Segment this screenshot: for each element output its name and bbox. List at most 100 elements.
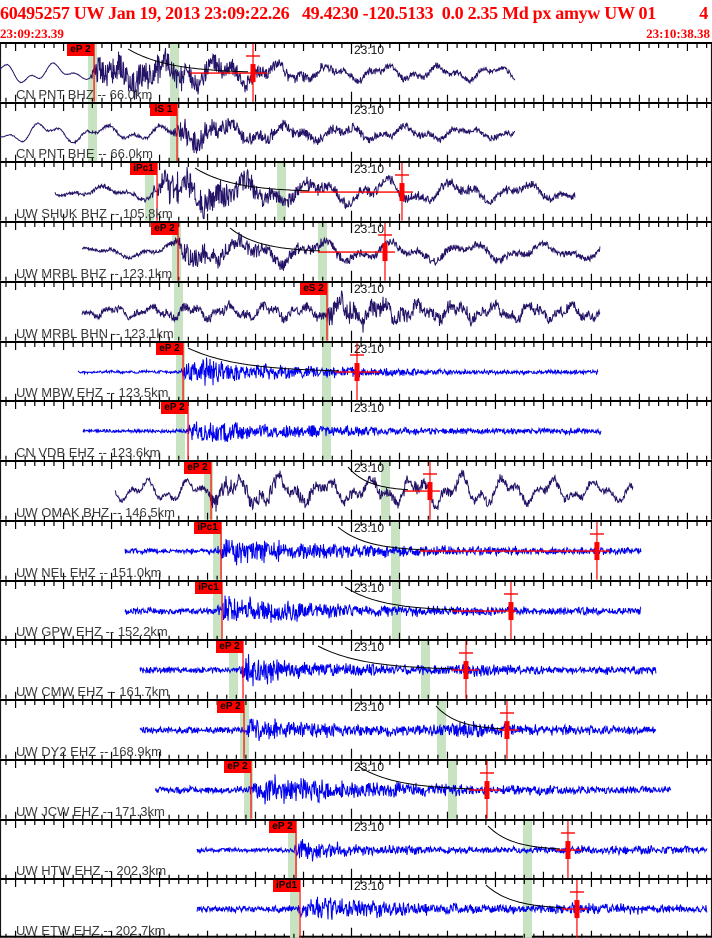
coda-cross-marker[interactable] <box>498 701 519 759</box>
seismogram-trace[interactable] <box>0 519 712 580</box>
coda-decay-curve <box>357 765 472 790</box>
coda-bar <box>250 64 256 83</box>
time-ticks <box>5 462 708 520</box>
coda-cross-marker[interactable] <box>318 223 395 281</box>
phase-window-band <box>213 581 223 640</box>
phase-window-band <box>390 521 400 580</box>
coda-decay-curve <box>337 526 426 551</box>
row-border <box>0 579 712 582</box>
coda-cross-marker[interactable] <box>335 342 380 401</box>
pick-flag[interactable]: eP 2 <box>184 462 211 475</box>
pick-flag[interactable]: eP 2 <box>217 701 244 714</box>
coda-cross-marker[interactable] <box>190 43 268 102</box>
time-ticks <box>5 581 708 640</box>
pick-flag[interactable]: eP 2 <box>156 342 183 355</box>
pick-flag[interactable]: iS 1 <box>150 103 177 116</box>
pick-flag[interactable]: iPc1 <box>195 581 222 594</box>
coda-cross-marker[interactable] <box>451 641 479 700</box>
waveform[interactable] <box>82 421 602 443</box>
pick-flag[interactable]: eP 2 <box>151 223 178 236</box>
seismogram-trace[interactable] <box>0 579 712 640</box>
minute-time-label: 23:10 <box>354 520 385 535</box>
pick-flag[interactable]: iPc1 <box>194 521 221 534</box>
phase-window-band <box>174 282 184 341</box>
waveform[interactable] <box>139 718 657 742</box>
seismogram-trace[interactable] <box>0 699 712 759</box>
coda-decay-curve <box>317 645 453 670</box>
pick-flag[interactable]: eP 2 <box>216 641 243 654</box>
row-border <box>0 639 712 642</box>
seismogram-trace[interactable] <box>0 161 712 222</box>
pick-flag[interactable]: eP 2 <box>161 402 188 415</box>
waveform[interactable] <box>0 117 516 154</box>
waveform[interactable] <box>81 232 601 271</box>
time-ticks <box>5 880 708 938</box>
seismogram-trace[interactable] <box>0 400 712 461</box>
coda-cross-marker[interactable] <box>468 760 501 819</box>
minute-time-label: 23:10 <box>354 222 385 237</box>
coda-cross-marker[interactable] <box>404 462 440 520</box>
pick-flag[interactable]: eS 2 <box>300 282 327 295</box>
minute-time-label: 23:10 <box>354 461 385 476</box>
seismogram-trace[interactable] <box>0 639 712 700</box>
phase-window-band <box>277 163 287 222</box>
waveform[interactable] <box>139 654 657 687</box>
station-label: CN PNT BHE -- 66.0km <box>16 146 154 162</box>
coda-cross-marker[interactable] <box>300 163 413 222</box>
row-border <box>0 161 712 164</box>
coda-decay-curve <box>229 227 321 252</box>
pick-flag[interactable]: iPc1 <box>130 163 157 176</box>
phase-window-band <box>320 282 330 341</box>
seismogram-trace[interactable] <box>0 818 712 879</box>
seismogram-trace[interactable] <box>0 280 712 341</box>
coda-cross-marker[interactable] <box>451 581 518 640</box>
waveform[interactable] <box>196 838 708 861</box>
pick-flag[interactable]: eP 2 <box>269 820 296 833</box>
coda-decay-curve <box>435 705 502 730</box>
waveform[interactable] <box>54 167 576 220</box>
trace-row: 23:10 iPd1 UW ETW EHZ -- 202.7km <box>0 878 712 938</box>
pick-flag[interactable]: iPd1 <box>273 880 300 893</box>
coda-cross-marker[interactable] <box>561 880 588 938</box>
station-label: UW SHUK BHZ -- 105.8km <box>16 206 173 222</box>
minute-time-label: 23:10 <box>354 43 385 57</box>
coda-bar <box>399 183 405 202</box>
coda-cross-marker[interactable] <box>555 820 582 879</box>
waveform[interactable] <box>124 595 642 623</box>
seismogram-trace[interactable] <box>0 460 712 520</box>
waveform[interactable] <box>0 47 516 100</box>
coda-decay-curve <box>487 825 560 849</box>
seismogram-trace[interactable] <box>0 42 712 102</box>
waveform[interactable] <box>124 538 642 566</box>
minute-time-label: 23:10 <box>354 700 385 715</box>
waveform[interactable] <box>196 897 708 921</box>
row-border <box>0 400 712 403</box>
pick-flag[interactable]: eP 2 <box>224 760 251 773</box>
minute-time-label: 23:10 <box>354 102 385 117</box>
seismogram-trace[interactable] <box>0 758 712 819</box>
row-border <box>0 519 712 522</box>
trace-row: 23:10 eS 2 UW MRBL BHN -- 123.1km <box>0 280 712 341</box>
coda-bar <box>508 601 514 620</box>
waveform[interactable] <box>81 290 601 333</box>
waveform[interactable] <box>114 469 634 512</box>
waveform[interactable] <box>77 357 599 386</box>
station-label: UW GPW EHZ -- 152.2km <box>16 624 168 640</box>
trace-row: 23:10 eP 2 UW MBW EHZ -- 123.5km <box>0 340 712 401</box>
station-label: UW HTW EHZ -- 202.3km <box>16 863 167 879</box>
coda-cross-marker[interactable] <box>419 521 610 580</box>
waveform[interactable] <box>154 774 672 805</box>
minute-time-label: 23:10 <box>354 281 385 296</box>
seismogram-trace[interactable] <box>0 878 712 938</box>
time-ticks <box>5 402 708 461</box>
station-label: UW MRBL BHN -- 123.1km <box>16 325 174 341</box>
row-border <box>0 340 712 343</box>
phase-window-band <box>145 163 155 222</box>
pick-flag[interactable]: eP 2 <box>67 44 94 56</box>
minute-time-label: 23:10 <box>354 879 385 894</box>
minute-time-label: 23:10 <box>354 162 385 177</box>
header-right-number: 4 <box>699 3 708 23</box>
station-label: UW DY2 EHZ -- 168.9km <box>16 743 162 759</box>
seismogram-trace[interactable] <box>0 340 712 401</box>
station-label: UW CMW EHZ -- 161.7km <box>16 684 170 700</box>
